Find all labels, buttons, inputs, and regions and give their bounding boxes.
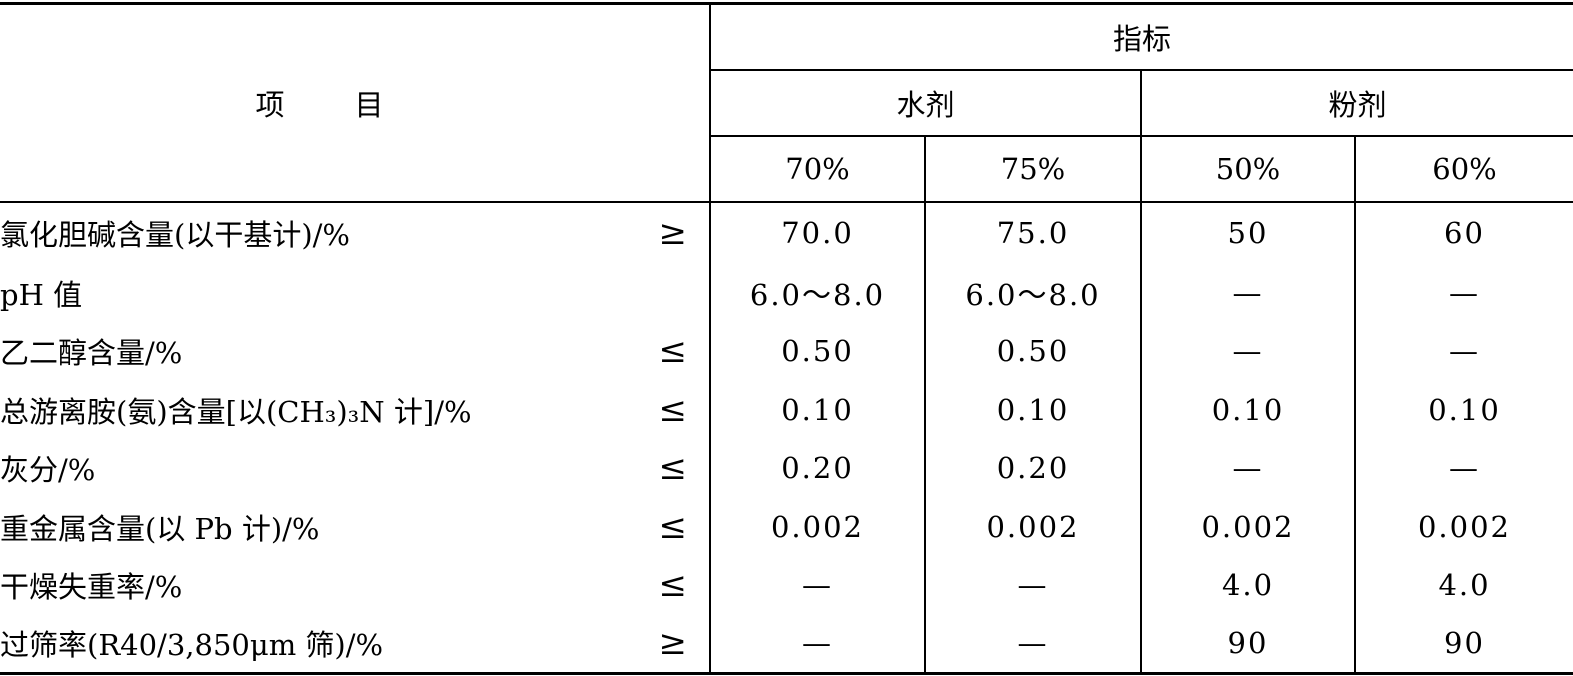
table-row: 过筛率(R40/3,850μm 筛)/% ≥ — — 90 90 xyxy=(0,614,1573,673)
value-cell: — xyxy=(925,556,1142,615)
value-cell: 0.10 xyxy=(925,380,1142,439)
comparison-symbol: ≥ xyxy=(658,623,688,663)
value-cell: 0.002 xyxy=(925,497,1142,556)
comparison-symbol: ≤ xyxy=(658,565,688,606)
row-item-label: 过筛率(R40/3,850μm 筛)/% xyxy=(0,628,384,662)
value-cell: 90 xyxy=(1444,626,1485,660)
row-item-cell: 干燥失重率/% ≤ xyxy=(0,556,711,615)
value-cell: 0.50 xyxy=(925,322,1142,381)
row-item-label: pH 值 xyxy=(0,277,83,312)
value-cell: 0.002 xyxy=(1141,497,1356,556)
concentration-header: 75% xyxy=(925,135,1142,203)
value-cell: 4.0 xyxy=(1438,568,1491,603)
concentration-header: 60% xyxy=(1355,135,1573,203)
row-item-label: 总游离胺(氨)含量[以(CH₃)₃N 计]/% xyxy=(0,394,472,429)
value-cell: — xyxy=(1449,451,1480,486)
value-cell: — xyxy=(1449,334,1480,369)
concentration-header: 70% xyxy=(710,135,926,203)
value-cell: 0.002 xyxy=(1417,509,1512,544)
value-cell: — xyxy=(1449,275,1480,310)
table-row: 氯化胆碱含量(以干基计)/% ≥ 70.0 75.0 50 60 xyxy=(0,201,1573,264)
value-cell: — xyxy=(710,614,926,673)
comparison-symbol: ≤ xyxy=(658,389,688,430)
table-row: 干燥失重率/% ≤ — — 4.0 4.0 xyxy=(0,556,1573,615)
value-cell: — xyxy=(925,614,1142,673)
header-row-groups: 水剂 粉剂 xyxy=(0,69,1573,137)
column-header-indicator: 指标 xyxy=(710,3,1573,71)
value-cell: 0.10 xyxy=(710,380,926,439)
row-item-label: 氯化胆碱含量(以干基计)/% xyxy=(0,218,350,252)
row-item-cell: 总游离胺(氨)含量[以(CH₃)₃N 计]/% ≤ xyxy=(0,380,711,439)
comparison-symbol: ≤ xyxy=(658,506,688,547)
header-row-concentrations: 70% 75% 50% 60% xyxy=(0,135,1573,203)
value-cell: 0.002 xyxy=(710,497,926,556)
table-row: pH 值 6.0～8.0 6.0～8.0 — — xyxy=(0,263,1573,322)
row-item-cell: pH 值 xyxy=(0,263,711,322)
row-item-label: 重金属含量(以 Pb 计)/% xyxy=(0,511,320,546)
value-cell: 0.10 xyxy=(1141,380,1356,439)
value-cell: 60 xyxy=(1444,216,1485,250)
value-cell: 6.0～8.0 xyxy=(710,263,926,322)
value-cell: 90 xyxy=(1141,614,1356,673)
comparison-symbol: ≤ xyxy=(658,448,688,489)
group-header-liquid: 水剂 xyxy=(710,69,1142,137)
value-cell: 4.0 xyxy=(1141,556,1356,615)
table-row: 灰分/% ≤ 0.20 0.20 — — xyxy=(0,439,1573,498)
row-item-cell: 重金属含量(以 Pb 计)/% ≤ xyxy=(0,497,711,556)
value-cell: — xyxy=(710,556,926,615)
row-item-cell: 乙二醇含量/% ≤ xyxy=(0,322,711,381)
row-item-cell: 氯化胆碱含量(以干基计)/% ≥ xyxy=(0,201,711,264)
value-cell: — xyxy=(1141,263,1356,322)
column-header-item: 项目 xyxy=(0,3,711,203)
value-cell: 70.0 xyxy=(710,201,926,264)
row-item-cell: 灰分/% ≤ xyxy=(0,439,711,498)
value-cell: 0.10 xyxy=(1428,392,1501,427)
row-item-label: 干燥失重率/% xyxy=(0,570,183,605)
value-cell: — xyxy=(1141,322,1356,381)
header-row-indicator: 项目 指标 xyxy=(0,3,1573,203)
row-item-label: 乙二醇含量/% xyxy=(0,336,183,371)
table-row: 乙二醇含量/% ≤ 0.50 0.50 — — xyxy=(0,322,1573,381)
table-row: 总游离胺(氨)含量[以(CH₃)₃N 计]/% ≤ 0.10 0.10 0.10 … xyxy=(0,380,1573,439)
comparison-symbol: ≤ xyxy=(658,331,688,372)
comparison-symbol: ≥ xyxy=(658,213,688,253)
concentration-header: 50% xyxy=(1141,135,1356,203)
value-cell: 75.0 xyxy=(925,201,1142,264)
value-cell: 0.20 xyxy=(925,439,1142,498)
row-item-label: 灰分/% xyxy=(0,453,96,488)
value-cell: 0.50 xyxy=(710,322,926,381)
table-row: 重金属含量(以 Pb 计)/% ≤ 0.002 0.002 0.002 0.002 xyxy=(0,497,1573,556)
value-cell: 6.0～8.0 xyxy=(925,263,1142,322)
value-cell: 0.20 xyxy=(710,439,926,498)
group-header-powder: 粉剂 xyxy=(1141,69,1573,137)
value-cell: 50 xyxy=(1141,201,1356,264)
row-item-cell: 过筛率(R40/3,850μm 筛)/% ≥ xyxy=(0,614,711,673)
value-cell: — xyxy=(1141,439,1356,498)
